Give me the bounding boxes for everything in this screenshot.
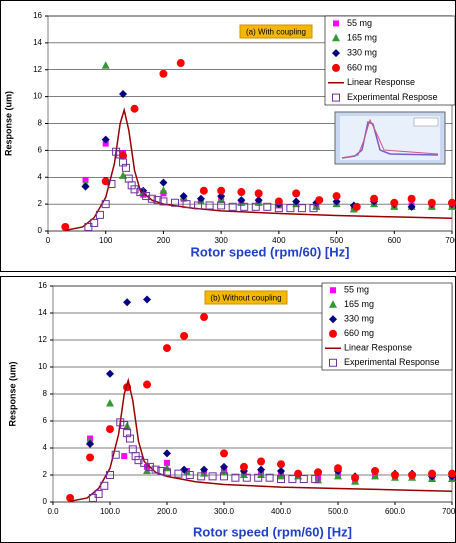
- y-tick-label: 4: [43, 443, 48, 452]
- y-tick-label: 0: [38, 226, 43, 235]
- marker-circle: [334, 464, 342, 472]
- legend-label: Linear Response: [344, 343, 412, 353]
- y-tick-label: 8: [38, 119, 43, 128]
- marker-circle: [292, 189, 300, 197]
- marker-circle: [159, 70, 167, 78]
- legend-label: 330 mg: [347, 47, 377, 57]
- chart: 02468101214160100200300400500600700Rotor…: [0, 0, 456, 543]
- y-tick-label: 6: [43, 416, 48, 425]
- y-tick-label: 14: [38, 308, 47, 317]
- x-tick-label: 100: [99, 236, 113, 245]
- marker-circle: [333, 192, 341, 200]
- marker-circle: [255, 189, 263, 197]
- marker-circle: [390, 199, 398, 207]
- x-tick-label: 600.0: [385, 507, 406, 516]
- marker-circle: [200, 187, 208, 195]
- marker-circle: [237, 188, 245, 196]
- marker-circle: [408, 471, 416, 479]
- x-tick-label: 300.0: [214, 507, 235, 516]
- x-tick-label: 0: [46, 236, 51, 245]
- marker-circle: [240, 463, 248, 471]
- legend-label: 660 mg: [344, 328, 374, 338]
- x-tick-label: 400.0: [271, 507, 292, 516]
- marker-circle: [217, 187, 225, 195]
- legend-swatch: [330, 287, 336, 293]
- marker-circle: [163, 344, 171, 352]
- x-tick-label: 200.0: [157, 507, 178, 516]
- marker-circle: [200, 313, 208, 321]
- legend-swatch: [333, 20, 339, 26]
- marker-circle: [177, 59, 185, 67]
- y-tick-label: 16: [33, 11, 42, 20]
- marker-circle: [86, 453, 94, 461]
- marker-circle: [353, 203, 361, 211]
- legend-label: Experimental Respose: [347, 92, 438, 102]
- marker-square: [121, 453, 127, 459]
- marker-circle: [448, 199, 456, 207]
- legend-label: 55 mg: [344, 285, 369, 295]
- marker-circle: [220, 449, 228, 457]
- x-tick-label: 200: [157, 236, 171, 245]
- y-axis-title: Response (um): [7, 361, 17, 426]
- legend: 55 mg 165 mg 330 mg 660 mg Linear Response Ex…: [322, 283, 452, 370]
- x-axis-title: Rotor speed (rpm/60) [Hz]: [193, 524, 352, 539]
- marker-circle: [294, 470, 302, 478]
- annotation: (a) With coupling: [246, 28, 306, 37]
- y-tick-label: 4: [38, 172, 43, 181]
- page: {"chart_data": [ {"type": "scatter", "an…: [0, 0, 456, 543]
- y-tick-label: 10: [38, 362, 47, 371]
- marker-circle: [370, 195, 378, 203]
- marker-circle: [351, 474, 359, 482]
- marker-circle: [143, 381, 151, 389]
- inset-legend: [414, 118, 438, 126]
- marker-circle: [315, 196, 323, 204]
- y-tick-label: 2: [43, 470, 48, 479]
- legend-label: 165 mg: [344, 299, 374, 309]
- inset-image: [335, 112, 445, 164]
- annotation: (b) Without coupling: [210, 294, 281, 303]
- legend-label: 55 mg: [347, 18, 372, 28]
- legend-label: Experimental Response: [344, 357, 440, 367]
- legend-label: 165 mg: [347, 33, 377, 43]
- x-tick-label: 100.0: [100, 507, 121, 516]
- x-tick-label: 0.0: [47, 507, 59, 516]
- legend-swatch: [332, 64, 340, 72]
- legend-label: Linear Response: [347, 77, 415, 87]
- legend-swatch: [329, 330, 337, 338]
- marker-circle: [106, 425, 114, 433]
- marker-circle: [408, 195, 416, 203]
- marker-circle: [131, 105, 139, 113]
- x-tick-label: 600: [388, 236, 402, 245]
- x-tick-label: 700: [445, 236, 456, 245]
- y-tick-label: 6: [38, 145, 43, 154]
- legend: 55 mg 165 mg 330 mg 660 mg Linear Response Ex…: [325, 16, 455, 105]
- marker-circle: [448, 470, 456, 478]
- marker-circle: [391, 471, 399, 479]
- marker-circle: [277, 460, 285, 468]
- x-tick-label: 700.0: [442, 507, 456, 516]
- marker-circle: [428, 470, 436, 478]
- y-tick-label: 8: [43, 389, 48, 398]
- y-axis-title: Response (um): [3, 91, 13, 156]
- legend-label: 660 mg: [347, 62, 377, 72]
- y-tick-label: 12: [33, 65, 42, 74]
- legend-label: 330 mg: [344, 314, 374, 324]
- y-tick-label: 0: [43, 497, 48, 506]
- y-tick-label: 12: [38, 335, 47, 344]
- marker-circle: [371, 467, 379, 475]
- y-tick-label: 2: [38, 199, 43, 208]
- marker-circle: [428, 199, 436, 207]
- y-tick-label: 14: [33, 38, 42, 47]
- y-tick-label: 16: [38, 281, 47, 290]
- marker-circle: [180, 332, 188, 340]
- x-axis-title: Rotor speed (rpm/60) [Hz]: [191, 244, 350, 259]
- x-tick-label: 500.0: [328, 507, 349, 516]
- marker-circle: [257, 458, 265, 466]
- y-tick-label: 10: [33, 92, 42, 101]
